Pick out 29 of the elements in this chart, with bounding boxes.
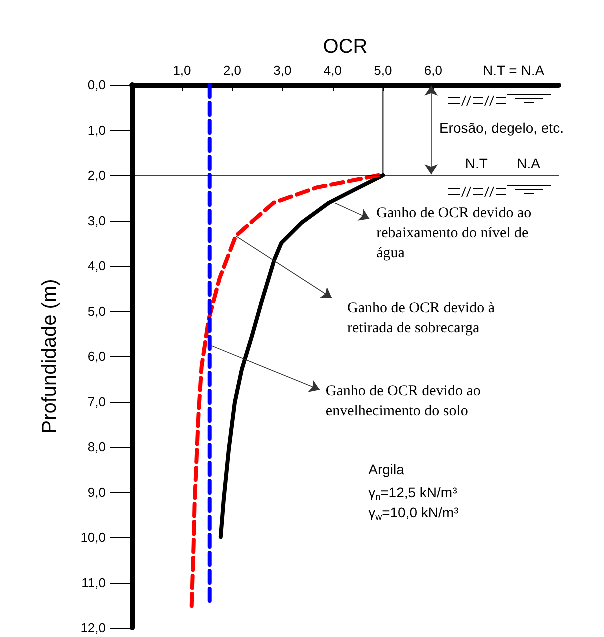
annotation: Ganho de OCR devido ao envelhecimento do solo (326, 383, 481, 420)
annotation: Ganho de OCR devido à retirada de sobrecarga (348, 300, 496, 337)
y-tick-label: 9,0 (88, 484, 106, 500)
annotation: Argila (368, 462, 405, 478)
x-axis-title: OCR (323, 36, 368, 58)
y-tick-label: 8,0 (88, 440, 106, 454)
annotation: Erosão, degelo, etc. (439, 120, 564, 136)
y-tick-label: 11,0 (82, 575, 106, 590)
x-tick-label: 3,0 (274, 63, 292, 78)
text: N.T = N.A (482, 62, 546, 79)
x-tick-label: 1,0 (173, 63, 192, 78)
annotation: Ganho de OCR devido ao rebaixamento do nível de água (376, 206, 532, 262)
y-tick-label: 0,0 (88, 78, 106, 92)
annotation: N.T (465, 155, 488, 172)
x-tick-label: 6,0 (424, 63, 442, 78)
y-tick-label: 6,0 (88, 349, 106, 364)
y-tick-label: 1,0 (88, 122, 106, 138)
y-tick-label: 3,0 (88, 213, 106, 228)
x-tick-label: 4,0 (324, 63, 342, 78)
y-tick-label: 10,0 (80, 530, 106, 545)
x-tick-label: 2,0 (223, 63, 242, 78)
x-tick-label: 5,0 (374, 63, 392, 78)
y-tick-label: 7,0 (88, 394, 106, 410)
y-axis-title: Profundidade (m) (39, 279, 61, 434)
annotation: N.A (517, 155, 542, 172)
y-tick-label: 2,0 (88, 168, 106, 183)
y-tick-label: 5,0 (88, 304, 106, 319)
y-tick-label: 12,0 (80, 620, 106, 636)
y-tick-label: 4,0 (88, 258, 106, 274)
